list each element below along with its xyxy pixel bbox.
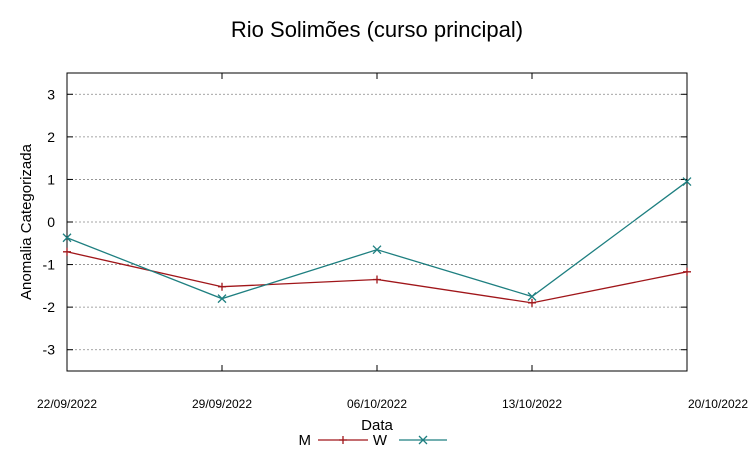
x-axis-ticks: 22/09/2022 29/09/2022 06/10/2022 13/10/2022…: [37, 73, 748, 411]
data-point-w: [62, 233, 72, 243]
y-tick-label: 2: [47, 129, 55, 145]
y-tick-label: 1: [47, 171, 55, 187]
x-tick-label: 20/10/2022: [688, 397, 748, 411]
y-tick-label: -2: [43, 299, 56, 315]
legend-label-m: M: [299, 432, 312, 449]
chart-title: Rio Solimões (curso principal): [231, 17, 523, 42]
y-axis-ticks: 3 2 1 0 -1 -2 -3: [43, 86, 687, 358]
data-point-m: [63, 247, 71, 256]
data-point-w: [217, 294, 227, 304]
legend-label-w: W: [373, 432, 388, 449]
data-point-m: [528, 298, 536, 307]
x-tick-label: 13/10/2022: [502, 397, 562, 411]
data-point-m: [683, 267, 691, 276]
legend-marker-w: [418, 435, 428, 445]
y-tick-label: -1: [43, 257, 56, 273]
data-point-w: [372, 245, 382, 255]
data-point-w: [527, 292, 537, 301]
x-tick-label: 22/09/2022: [37, 397, 97, 411]
grid: [67, 93, 687, 351]
x-axis-label: Data: [361, 417, 393, 434]
y-tick-label: 3: [47, 86, 55, 102]
data-point-w: [682, 177, 692, 187]
data-point-m: [373, 275, 381, 284]
y-tick-label: -3: [43, 342, 56, 358]
x-tick-label: 29/09/2022: [192, 397, 252, 411]
y-tick-label: 0: [47, 214, 55, 230]
legend-marker-m: [339, 436, 347, 444]
series-lines: [62, 177, 692, 307]
data-point-m: [218, 282, 226, 291]
y-axis-label: Anomalia Categorizada: [18, 143, 35, 300]
x-tick-label: 06/10/2022: [347, 397, 407, 411]
